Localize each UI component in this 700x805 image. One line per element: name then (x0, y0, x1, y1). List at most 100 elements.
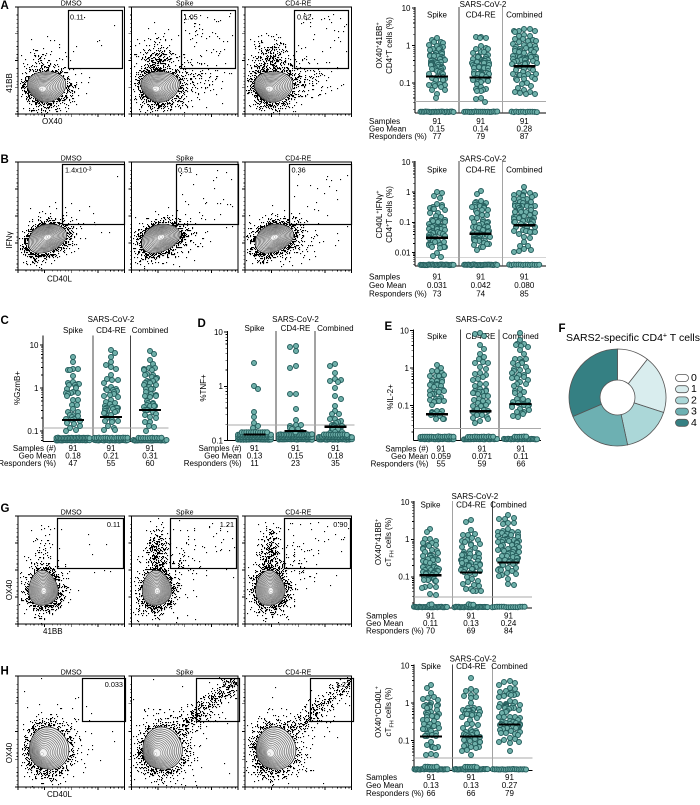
svg-text:Samples (#): Samples (#) (385, 445, 428, 454)
svg-text:Spike: Spike (176, 510, 194, 517)
svg-text:D: D (198, 318, 206, 330)
svg-text:1: 1 (34, 384, 39, 393)
svg-text:91: 91 (478, 445, 487, 454)
svg-text:59: 59 (478, 460, 487, 469)
svg-text:10: 10 (214, 328, 223, 337)
svg-text:87: 87 (520, 132, 529, 141)
svg-text:1: 1 (405, 535, 410, 544)
svg-text:35: 35 (331, 459, 340, 468)
svg-text:91: 91 (520, 273, 529, 282)
svg-text:G: G (1, 503, 10, 515)
svg-text:0.51: 0.51 (178, 165, 192, 174)
svg-text:0.033: 0.033 (105, 680, 123, 689)
svg-text:CD4+T cells (%): CD4+T cells (%) (385, 17, 394, 74)
svg-text:91: 91 (426, 611, 435, 620)
svg-text:Responders (%): Responders (%) (366, 627, 424, 636)
svg-text:79: 79 (476, 132, 485, 141)
svg-text:CD4-RE: CD4-RE (466, 166, 496, 175)
svg-text:1: 1 (404, 364, 409, 373)
svg-text:Combined: Combined (491, 662, 527, 671)
svg-text:DMSO: DMSO (61, 156, 83, 163)
svg-text:41BB: 41BB (43, 627, 63, 636)
svg-text:66: 66 (427, 789, 436, 798)
svg-text:A: A (1, 0, 9, 12)
svg-text:B: B (1, 154, 9, 166)
svg-text:69: 69 (467, 627, 476, 636)
svg-text:11: 11 (250, 459, 259, 468)
svg-text:Samples: Samples (366, 611, 397, 620)
svg-text:Spike: Spike (176, 156, 194, 163)
svg-text:Combined: Combined (502, 332, 538, 341)
svg-text:0.31: 0.31 (142, 451, 158, 460)
svg-text:Combined: Combined (317, 324, 353, 333)
svg-text:73: 73 (433, 290, 442, 299)
svg-text:IFNγ: IFNγ (5, 232, 14, 249)
svg-text:Spike: Spike (244, 324, 265, 333)
svg-text:SARS-CoV-2: SARS-CoV-2 (450, 654, 497, 663)
svg-text:0.90: 0.90 (333, 520, 347, 529)
svg-text:0.059: 0.059 (431, 452, 452, 461)
svg-text:SARS-CoV-2: SARS-CoV-2 (88, 315, 135, 324)
svg-text:0.15: 0.15 (288, 451, 304, 460)
svg-text:Spike: Spike (420, 500, 441, 509)
svg-text:0.11: 0.11 (514, 452, 530, 461)
svg-text:23: 23 (291, 459, 300, 468)
svg-text:Spike: Spike (176, 1, 194, 8)
svg-text:0.031: 0.031 (427, 281, 448, 290)
svg-text:CD4-RE: CD4-RE (466, 332, 496, 341)
svg-text:0.24: 0.24 (501, 619, 517, 628)
svg-text:0.1: 0.1 (398, 402, 410, 411)
svg-text:91: 91 (517, 445, 526, 454)
svg-text:Samples (#): Samples (#) (13, 444, 56, 453)
svg-text:2: 2 (691, 394, 697, 406)
svg-text:CD4-RE: CD4-RE (466, 11, 496, 20)
svg-text:OX40: OX40 (5, 579, 14, 600)
svg-text:OX40: OX40 (42, 117, 63, 126)
svg-text:0.071: 0.071 (472, 452, 493, 461)
svg-text:Spike: Spike (427, 166, 448, 175)
svg-text:CD4-RE: CD4-RE (96, 326, 126, 335)
svg-text:91: 91 (433, 117, 442, 126)
svg-text:91: 91 (467, 611, 476, 620)
svg-text:0.14: 0.14 (473, 125, 489, 134)
svg-text:cTFH cells (%): cTFH cells (%) (384, 517, 396, 566)
svg-text:SARS-CoV-2: SARS-CoV-2 (456, 315, 503, 324)
svg-text:0.13: 0.13 (423, 781, 439, 790)
svg-text:Geo Mean: Geo Mean (366, 781, 403, 790)
svg-text:CD4+T cells (%): CD4+T cells (%) (385, 186, 394, 243)
svg-text:0.1: 0.1 (398, 573, 410, 582)
svg-text:79: 79 (505, 789, 514, 798)
svg-text:Responders (%): Responders (%) (0, 459, 56, 468)
svg-text:SARS-CoV-2: SARS-CoV-2 (452, 492, 499, 501)
svg-text:91: 91 (69, 444, 78, 453)
svg-text:1: 1 (406, 188, 411, 197)
svg-text:0.15: 0.15 (429, 125, 445, 134)
svg-text:Spike: Spike (176, 670, 194, 677)
svg-text:0.18: 0.18 (65, 451, 81, 460)
svg-text:0.1: 0.1 (27, 427, 39, 436)
svg-text:10: 10 (30, 341, 39, 350)
svg-text:1: 1 (218, 382, 223, 391)
svg-text:CD40L: CD40L (47, 790, 72, 799)
svg-text:Geo Mean: Geo Mean (204, 451, 241, 460)
svg-text:F: F (559, 323, 566, 335)
svg-text:Samples (#): Samples (#) (198, 444, 241, 453)
svg-text:Combined: Combined (506, 11, 542, 20)
svg-text:91: 91 (476, 273, 485, 282)
svg-text:SARS-CoV-2: SARS-CoV-2 (272, 315, 319, 324)
svg-text:OX40+CD40L+: OX40+CD40L+ (374, 686, 383, 738)
svg-text:Geo Mean: Geo Mean (19, 451, 56, 460)
svg-text:77: 77 (433, 132, 442, 141)
svg-text:CD4-RE: CD4-RE (281, 324, 311, 333)
svg-text:SARS-CoV-2: SARS-CoV-2 (460, 155, 507, 164)
svg-text:1: 1 (405, 699, 410, 708)
svg-text:91: 91 (520, 117, 529, 126)
svg-text:91: 91 (433, 273, 442, 282)
svg-text:0.1: 0.1 (212, 436, 224, 445)
svg-text:91: 91 (476, 117, 485, 126)
svg-text:0.1: 0.1 (399, 79, 411, 88)
svg-text:1: 1 (691, 383, 697, 395)
svg-text:E: E (385, 321, 393, 333)
svg-text:0.13: 0.13 (463, 619, 479, 628)
svg-text:Responders (%): Responders (%) (371, 460, 429, 469)
